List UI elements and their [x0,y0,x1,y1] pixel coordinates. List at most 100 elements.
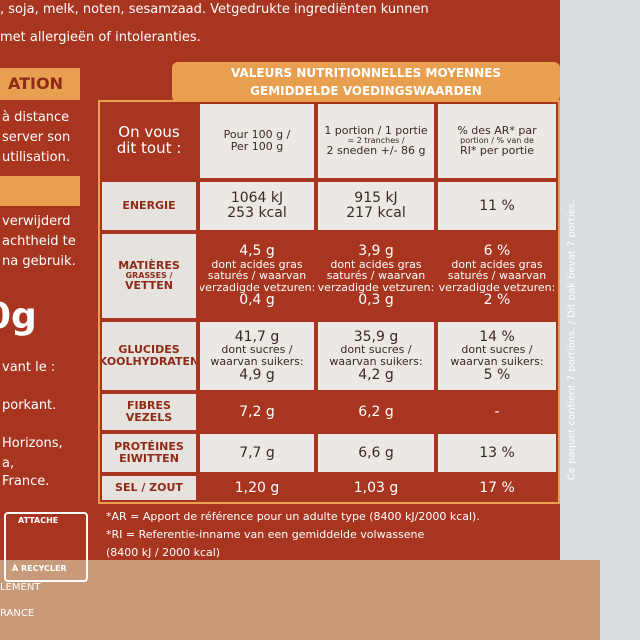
table-title: GEMIDDELDE VOEDINGSWAARDEN [250,84,482,98]
cell-line: 2 sneden +/- 86 g [326,144,426,158]
cell-line: VEZELS [125,411,173,424]
cell-line: saturés / waarvan [207,269,307,283]
cell-line: 217 kcal [346,205,406,221]
left-text: achtheid te [2,234,76,249]
cell-line: 1,03 g [353,479,399,496]
cell-line: 4,2 g [358,366,394,383]
cell-line: RI* per portie [459,144,535,158]
footnote: (8400 kJ / 2000 kcal) [106,546,221,559]
left-text: France. [2,474,50,489]
cell-line: dont acides gras [451,257,543,271]
value-cell: 1,20 g [200,476,314,500]
cell-line: verzadigde vetzuren: [318,280,434,294]
left-text: Horizons, [2,436,63,451]
cell-line: 4,9 g [239,366,275,383]
cell-line: 17 % [479,479,515,496]
cell-line: MATIÈRES [118,259,180,273]
left-text: à distance [2,110,70,125]
value-cell: 35,9 g dont sucres / waarvan suikers: 4,2 g [318,322,434,390]
cell-line: KOOLHYDRATEN [102,355,196,368]
row-label: MATIÈRES GRASSES / VETTEN [102,234,196,318]
cell-line: dont sucres / [221,343,293,357]
row-label: SEL / ZOUT [102,476,196,500]
cell-line: Per 100 g [230,140,284,153]
value-cell: 6,6 g [318,434,434,472]
left-big: 0g [0,296,37,337]
cell-line: - [494,403,500,420]
table-title: VALEURS NUTRITIONNELLES MOYENNES [230,66,502,80]
value-cell: 1064 kJ 253 kcal [200,182,314,230]
cell-line: 2 % [483,292,511,309]
cell-line: SEL / ZOUT [115,481,183,495]
cell-line: 7,7 g [239,444,275,461]
value-cell: 14 % dont sucres / waarvan suikers: 5 % [438,322,556,390]
value-cell: 915 kJ 217 kcal [318,182,434,230]
value-cell: 17 % [438,476,556,500]
header-cell: 1 portion / 1 portie = 2 tranches /2 sned… [318,104,434,178]
cell-line: 3,9 g [358,242,394,259]
cell-line: FIBRES [127,399,171,413]
value-cell: 3,9 g dont acides gras saturés / waarvan ve… [318,234,434,318]
cell-line: 1064 kJ [230,190,284,207]
cell-line: waarvan suikers: [210,355,304,368]
cell-line: ENERGIE [122,199,176,213]
cell-line: 11 % [479,197,515,214]
header-cell: On vous dit tout : [102,104,196,178]
left-text: server son [2,130,71,145]
cell-line: 1 portion / 1 portie [324,124,428,138]
value-cell: 6,2 g [318,394,434,430]
cell-line: 6 % [483,242,511,259]
header-cell: % des AR* par portion / % van de RI* per p… [438,104,556,178]
value-cell: 13 % [438,434,556,472]
cell-line: 1,20 g [234,479,280,496]
cell-line: saturés / waarvan [447,269,547,283]
left-text: verwijderd [2,214,71,229]
cell-line: 0,4 g [239,292,275,309]
left-text: porkant. [2,398,57,413]
cell-line: dont sucres / [461,343,533,357]
cell-line: 35,9 g [353,328,399,345]
row-label: FIBRES VEZELS [102,394,196,430]
cell-line: GLUCIDES [118,343,180,357]
value-cell: 4,5 g dont acides gras saturés / waarvan ve… [200,234,314,318]
value-cell: 11 % [438,182,556,230]
left-text: vant le : [2,360,56,375]
cell-line: dit tout : [116,139,182,157]
cell-line: 915 kJ [354,190,398,207]
left-heading: ATION [8,74,63,93]
cell-line: % des AR* par [457,124,537,138]
cell-line: portion / % van de [460,135,534,145]
left-banner [0,68,80,100]
row-label: PROTÉINES EIWITTEN [102,434,196,472]
cell-line: waarvan suikers: [329,355,423,368]
header-cell: Pour 100 g / Per 100 g [200,104,314,178]
cell-line: 6,2 g [358,403,394,420]
cell-line: 13 % [479,444,515,461]
cell-line: 6,6 g [358,444,394,461]
title-banner [172,62,560,102]
left-text: a, [2,456,15,471]
cell-line: 7,2 g [239,403,275,420]
left-text: na gebruik. [2,254,76,269]
value-cell: 7,7 g [200,434,314,472]
top-line: , soja, melk, noten, sesamzaad. Vetgedru… [0,2,429,17]
cell-line: = 2 tranches / [347,135,405,145]
recycle-text: ATTACHE [18,516,59,525]
left-text: LEMENT [0,582,41,593]
cell-line: 5 % [483,366,511,383]
top-line: met allergieën of intoleranties. [0,30,201,45]
cell-line: dont sucres / [340,343,412,357]
cell-line: GRASSES / [125,270,173,280]
cell-line: waarvan suikers: [450,355,544,368]
cell-line: 14 % [479,328,515,345]
cell-line: 4,5 g [239,242,275,259]
value-cell: 7,2 g [200,394,314,430]
left-text: RANCE [0,608,35,619]
footnote: *AR = Apport de référence pour un adulte… [106,510,480,523]
cell-line: PROTÉINES [114,440,184,454]
cell-line: dont acides gras [211,257,303,271]
bread [0,560,600,640]
cell-line: Pour 100 g / [223,128,291,142]
